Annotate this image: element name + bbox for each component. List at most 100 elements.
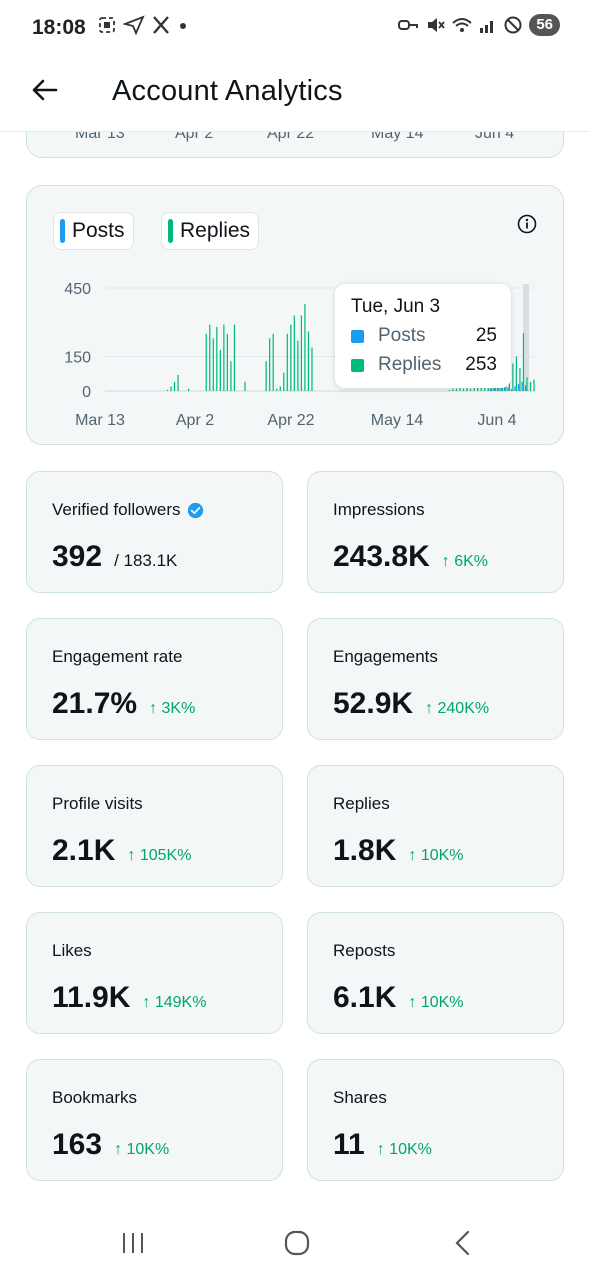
metric-value: 21.7% — [52, 687, 138, 720]
replies-bar[interactable] — [307, 331, 310, 391]
posts-bar[interactable] — [507, 387, 509, 391]
tooltip-value: 25 — [475, 325, 497, 346]
home-button[interactable] — [277, 1228, 317, 1258]
replies-bar[interactable] — [487, 387, 489, 391]
replies-bar[interactable] — [522, 333, 525, 391]
replies-bar[interactable] — [508, 377, 510, 391]
metric-card-likes[interactable]: Likes 11.9K ↑ 149K% — [26, 912, 283, 1034]
posts-bar[interactable] — [500, 385, 502, 391]
replies-bar[interactable] — [293, 315, 295, 391]
replies-bar[interactable] — [272, 333, 274, 391]
metric-card-verified-followers[interactable]: Verified followers 392 / 183.1K — [26, 471, 283, 593]
metric-card-impressions[interactable]: Impressions 243.8K ↑ 6K% — [307, 471, 564, 593]
back-icon — [455, 1230, 470, 1256]
metric-label: Verified followers — [52, 500, 181, 519]
tooltip-swatch-replies — [351, 358, 364, 372]
metric-value-row: 11 ↑ 10K% — [333, 1128, 432, 1162]
metric-card-shares[interactable]: Shares 11 ↑ 10K% — [307, 1059, 564, 1181]
metric-card-reposts[interactable]: Reposts 6.1K ↑ 10K% — [307, 912, 564, 1034]
replies-bar[interactable] — [300, 315, 303, 391]
y-tick-label: 150 — [64, 350, 91, 367]
replies-bar[interactable] — [466, 387, 468, 391]
metric-change: ↑ 105K% — [127, 847, 192, 864]
replies-bar[interactable] — [448, 389, 451, 391]
back-nav-button[interactable] — [442, 1228, 482, 1258]
legend-replies[interactable]: Replies — [161, 212, 260, 250]
replies-bar[interactable] — [233, 324, 236, 391]
replies-bar[interactable] — [219, 349, 221, 391]
replies-bar[interactable] — [212, 338, 214, 391]
metric-card-bookmarks[interactable]: Bookmarks 163 ↑ 10K% — [26, 1059, 283, 1181]
bar-chart[interactable]: 450 150 0 Mar 13 Apr 2 Apr 22 May 14 Jun 4 — [27, 186, 565, 446]
replies-bar[interactable] — [515, 356, 518, 391]
posts-bar[interactable] — [510, 388, 513, 391]
posts-bar[interactable] — [524, 385, 527, 391]
replies-bar[interactable] — [216, 326, 218, 391]
metric-card-profile-visits[interactable]: Profile visits 2.1K ↑ 105K% — [26, 765, 283, 887]
legend-posts[interactable]: Posts — [53, 212, 134, 250]
replies-bar[interactable] — [519, 368, 521, 391]
chart-tooltip: Tue, Jun 3 Posts 25 Replies 253 — [335, 284, 511, 388]
replies-bar[interactable] — [173, 381, 176, 391]
replies-bar[interactable] — [279, 386, 281, 391]
replies-bar[interactable] — [269, 338, 271, 391]
replies-bar[interactable] — [469, 388, 472, 391]
replies-bar[interactable] — [529, 381, 532, 391]
replies-bar[interactable] — [230, 361, 232, 391]
posts-bar[interactable] — [514, 386, 516, 391]
replies-bar[interactable] — [209, 324, 211, 391]
replies-bar[interactable] — [455, 388, 458, 391]
tooltip-date: Tue, Jun 3 — [351, 296, 441, 317]
replies-bar[interactable] — [244, 381, 246, 391]
metric-value-row: 11.9K ↑ 149K% — [52, 981, 206, 1015]
back-button[interactable] — [26, 72, 62, 108]
posts-bar[interactable] — [517, 384, 520, 391]
replies-bar[interactable] — [459, 387, 461, 391]
key-icon — [398, 20, 419, 30]
metric-card-replies[interactable]: Replies 1.8K ↑ 10K% — [307, 765, 564, 887]
x-tick-label: Mar 13 — [75, 412, 125, 429]
replies-bar[interactable] — [484, 386, 486, 391]
replies-bar[interactable] — [223, 324, 225, 391]
replies-bar[interactable] — [290, 324, 292, 391]
replies-bar[interactable] — [526, 377, 528, 391]
x-tick-label: Jun 4 — [477, 412, 516, 429]
posts-bar[interactable] — [489, 388, 491, 391]
replies-bar[interactable] — [188, 388, 190, 391]
replies-bar[interactable] — [226, 333, 228, 391]
replies-bar[interactable] — [477, 385, 479, 391]
recents-button[interactable] — [113, 1228, 153, 1258]
metric-label: Reposts — [333, 941, 396, 960]
replies-bar[interactable] — [311, 347, 313, 391]
replies-bar[interactable] — [452, 388, 454, 391]
replies-bar[interactable] — [286, 333, 288, 391]
metric-card-engagement-rate[interactable]: Engagement rate 21.7% ↑ 3K% — [26, 618, 283, 740]
replies-bar[interactable] — [462, 388, 465, 391]
posts-bar[interactable] — [521, 381, 523, 391]
tooltip-row-replies: Replies 253 — [351, 353, 497, 377]
posts-bar[interactable] — [493, 387, 495, 391]
replies-bar[interactable] — [276, 388, 278, 391]
app-header: Account Analytics — [0, 56, 590, 132]
posts-bar[interactable] — [503, 386, 506, 391]
replies-bar[interactable] — [512, 363, 514, 391]
replies-bar[interactable] — [166, 389, 169, 391]
metric-label: Bookmarks — [52, 1088, 138, 1107]
replies-bar[interactable] — [473, 386, 475, 391]
posts-bar[interactable] — [496, 386, 498, 391]
replies-bar[interactable] — [304, 304, 306, 391]
replies-bar[interactable] — [265, 361, 267, 391]
metric-label: Likes — [52, 941, 92, 960]
replies-bar[interactable] — [297, 340, 299, 391]
system-nav-bar — [0, 1210, 590, 1280]
metric-total: / 183.1K — [114, 551, 178, 570]
info-icon[interactable] — [517, 214, 537, 234]
replies-bar[interactable] — [283, 372, 285, 391]
replies-bar[interactable] — [170, 386, 172, 391]
metric-card-engagements[interactable]: Engagements 52.9K ↑ 240K% — [307, 618, 564, 740]
tooltip-value: 253 — [465, 354, 497, 375]
replies-bar[interactable] — [177, 374, 179, 391]
home-icon — [284, 1230, 310, 1256]
replies-bar[interactable] — [205, 333, 207, 391]
replies-bar[interactable] — [533, 379, 535, 391]
